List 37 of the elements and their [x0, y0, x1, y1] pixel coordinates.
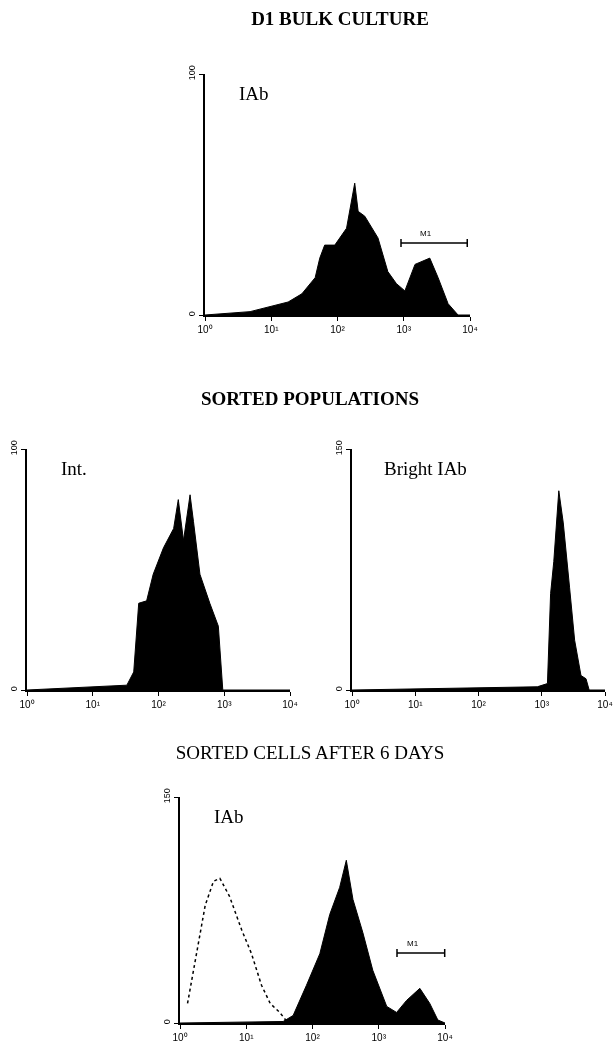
x-tick-label: 10² — [330, 324, 346, 335]
x-tick-label: 10² — [471, 699, 487, 710]
y-tick-label: 100 — [9, 440, 20, 456]
y-tick-label: 0 — [9, 686, 20, 692]
annotation: Int. — [61, 458, 87, 479]
x-tick-label: 10³ — [371, 1032, 387, 1043]
y-tick-label: 100 — [187, 65, 198, 81]
x-tick-label: 10⁰ — [344, 699, 360, 710]
annotation: Bright IAb — [384, 458, 467, 479]
x-tick-label: 10⁴ — [597, 699, 613, 710]
chart-title: D1 BULK CULTURE — [250, 8, 430, 30]
y-tick-label: 150 — [334, 440, 345, 456]
x-tick-label: 10¹ — [264, 324, 280, 335]
x-tick-label: 10¹ — [239, 1032, 255, 1043]
x-tick-label: 10⁰ — [172, 1032, 188, 1043]
x-tick-label: 10³ — [534, 699, 550, 710]
x-tick-label: 10⁰ — [197, 324, 213, 335]
x-tick-label: 10³ — [396, 324, 412, 335]
x-tick-label: 10⁰ — [19, 699, 35, 710]
x-tick-label: 10¹ — [408, 699, 424, 710]
y-tick-label: 0 — [334, 686, 345, 692]
x-tick-label: 10⁴ — [462, 324, 478, 335]
y-tick-label: 0 — [187, 311, 198, 317]
y-tick-label: 0 — [162, 1019, 173, 1025]
x-tick-label: 10⁴ — [437, 1032, 453, 1043]
chart-title: SORTED CELLS AFTER 6 DAYS — [174, 742, 446, 764]
x-tick-label: 10³ — [217, 699, 233, 710]
annotation: M1 — [407, 939, 419, 948]
chart-title: SORTED POPULATIONS — [199, 388, 420, 410]
x-tick-label: 10⁴ — [282, 699, 298, 710]
annotation: IAb — [214, 806, 244, 827]
x-tick-label: 10² — [305, 1032, 321, 1043]
annotation: M1 — [420, 229, 432, 238]
x-tick-label: 10² — [151, 699, 167, 710]
annotation: IAb — [239, 83, 269, 104]
x-tick-label: 10¹ — [85, 699, 101, 710]
y-tick-label: 150 — [162, 788, 173, 804]
